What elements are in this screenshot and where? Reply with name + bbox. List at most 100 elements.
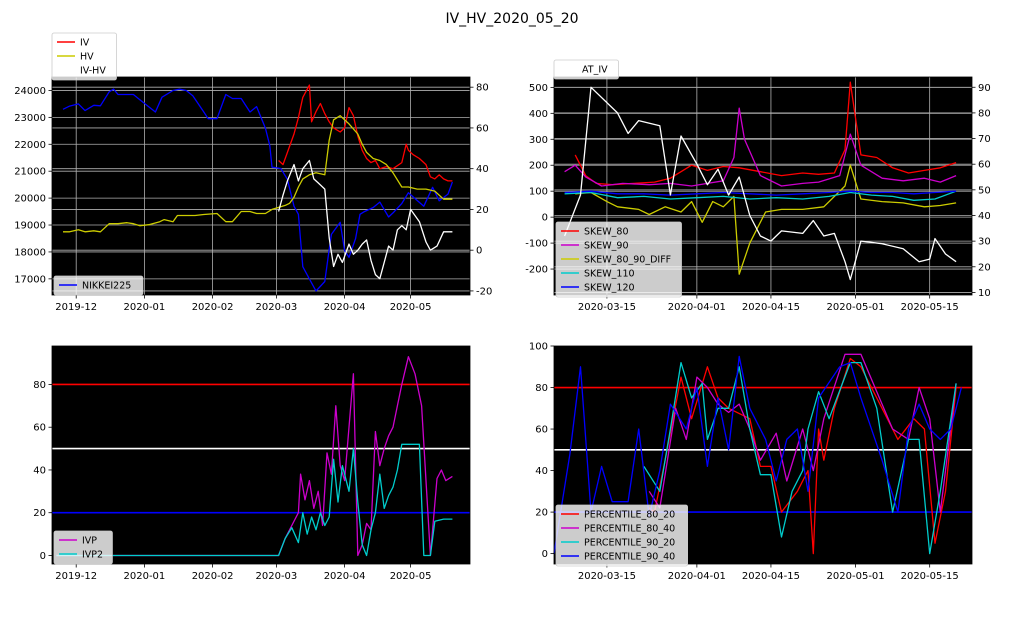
x-tick-label: 2020-04-01 [668,302,726,313]
legend-box [53,275,144,296]
legend-label: IV-HV [80,66,106,77]
y-tick-label-right: 50 [978,185,991,196]
legend-box [555,504,689,567]
y-tick-label: 0 [542,549,548,560]
y-tick-label: 24000 [14,86,46,97]
chart-p1: 2019-12 2020-01 2020-02 2020-03 2020-04 2020-… [14,32,492,313]
x-tick-label: 2020-04 [324,571,366,582]
series-line-skew-120 [564,190,957,196]
series-line-skew-110 [564,190,957,201]
y-tick-label-right: 10 [978,288,991,299]
y-tick-label: 17000 [14,274,46,285]
x-tick-label: 2019-12 [55,571,97,582]
x-tick-label: 2020-05-15 [901,571,959,582]
y-tick-label: 500 [529,83,548,94]
series-line-skew-90 [564,107,957,187]
legend-legend_bottom: NIKKEI225 [53,275,144,296]
y-tick-label: 23000 [14,113,46,124]
series-line-percentile-80-40 [648,353,957,513]
legend-label: SKEW_90 [584,241,629,252]
legend-label: HV [80,52,94,63]
legend-label: SKEW_120 [584,283,635,294]
y-tick-label-right: 0 [476,246,482,257]
y-tick-label-right: 60 [476,123,489,134]
y-tick-label: 80 [535,383,548,394]
series-line-hv [63,115,453,233]
y-tick-label: 100 [529,187,548,198]
chart-p2: 2020-03-15 2020-04-01 2020-04-15 2020-05-01… [525,59,991,313]
y-tick-label-right: -20 [476,286,492,297]
legend-label: PERCENTILE_90_20 [584,538,675,549]
chart-p3: 2019-12 2020-01 2020-02 2020-03 2020-04 2020-… [33,345,471,582]
y-tick-label: 60 [33,423,46,434]
x-tick-label: 2020-05 [390,571,432,582]
legend-legend_bottom: PERCENTILE_80_20 PERCENTILE_80_40 PERCENTI… [555,504,689,567]
y-tick-label: 21000 [14,167,46,178]
x-tick-label: 2020-03-15 [578,571,636,582]
y-tick-label-right: 40 [978,211,991,222]
y-tick-label-right: 90 [978,83,991,94]
legend-label: SKEW_80 [584,227,629,238]
series-line-at-iv [563,86,957,281]
y-tick-label: 200 [529,161,548,172]
x-tick-label: 2020-04-15 [742,302,800,313]
y-tick-label-right: 20 [476,205,489,216]
plot-frame [51,345,471,565]
x-tick-label: 2020-04-15 [742,571,800,582]
x-tick-label: 2020-02 [192,302,234,313]
legend-label: IVP2 [82,550,103,561]
y-tick-label: 40 [535,466,548,477]
y-tick-label-right: 20 [978,262,991,273]
plot-area [52,346,470,564]
y-tick-label: -200 [525,265,548,276]
series-line-percentile-90-40 [553,355,963,554]
legend-label: PERCENTILE_80_20 [584,510,675,521]
y-tick-label: 20 [535,508,548,519]
plot-frame [51,76,471,296]
legend-box [555,221,682,298]
legend-label: NIKKEI225 [82,281,131,292]
x-tick-label: 2020-01 [124,571,166,582]
legend-label: IV [80,38,90,49]
legend-box [553,59,619,80]
y-tick-label: 18000 [14,247,46,258]
y-tick-label-right: 30 [978,237,991,248]
y-tick-label-right: 80 [978,108,991,119]
x-tick-label: 2020-05-01 [827,571,885,582]
x-tick-label: 2020-02 [192,571,234,582]
plot-frame [553,345,973,565]
x-tick-label: 2020-03 [256,571,298,582]
y-tick-label-right: 40 [476,164,489,175]
y-tick-label: 60 [535,425,548,436]
y-tick-label: 20000 [14,194,46,205]
legend-legend_bottom: IVP IVP2 [53,530,113,565]
y-tick-label: 40 [33,465,46,476]
legend-legend_top: AT_IV [553,59,619,80]
series-line-iv [278,84,453,182]
legend-label: PERCENTILE_90_40 [584,552,675,563]
chart-p4: 2020-03-15 2020-04-01 2020-04-15 2020-05-01… [529,342,973,582]
legend-label: AT_IV [582,65,608,76]
y-tick-label-right: 80 [476,83,489,94]
x-tick-label: 2020-05 [390,302,432,313]
legend-legend_top: IV HV IV-HV [51,32,117,81]
legend-legend_bottom: SKEW_80 SKEW_90 SKEW_80_90_DIFF SKEW_110 SKE… [555,221,682,298]
x-tick-label: 2020-03 [256,302,298,313]
y-tick-label: 0 [40,551,46,562]
y-tick-label: 300 [529,135,548,146]
y-tick-label-right: 70 [978,134,991,145]
legend-box [51,32,117,81]
x-tick-label: 2020-05-01 [827,302,885,313]
series-line-ivp [56,356,453,557]
y-tick-label-right: 60 [978,160,991,171]
x-tick-label: 2020-04 [324,302,366,313]
legend-label: SKEW_80_90_DIFF [584,255,671,266]
x-tick-label: 2020-01 [124,302,166,313]
legend-label: IVP [82,536,97,547]
x-tick-label: 2020-04-01 [668,571,726,582]
x-tick-label: 2020-03-15 [578,302,636,313]
plot-area [52,77,470,295]
series-line-nikkei225 [62,88,454,292]
legend-label: SKEW_110 [584,269,635,280]
